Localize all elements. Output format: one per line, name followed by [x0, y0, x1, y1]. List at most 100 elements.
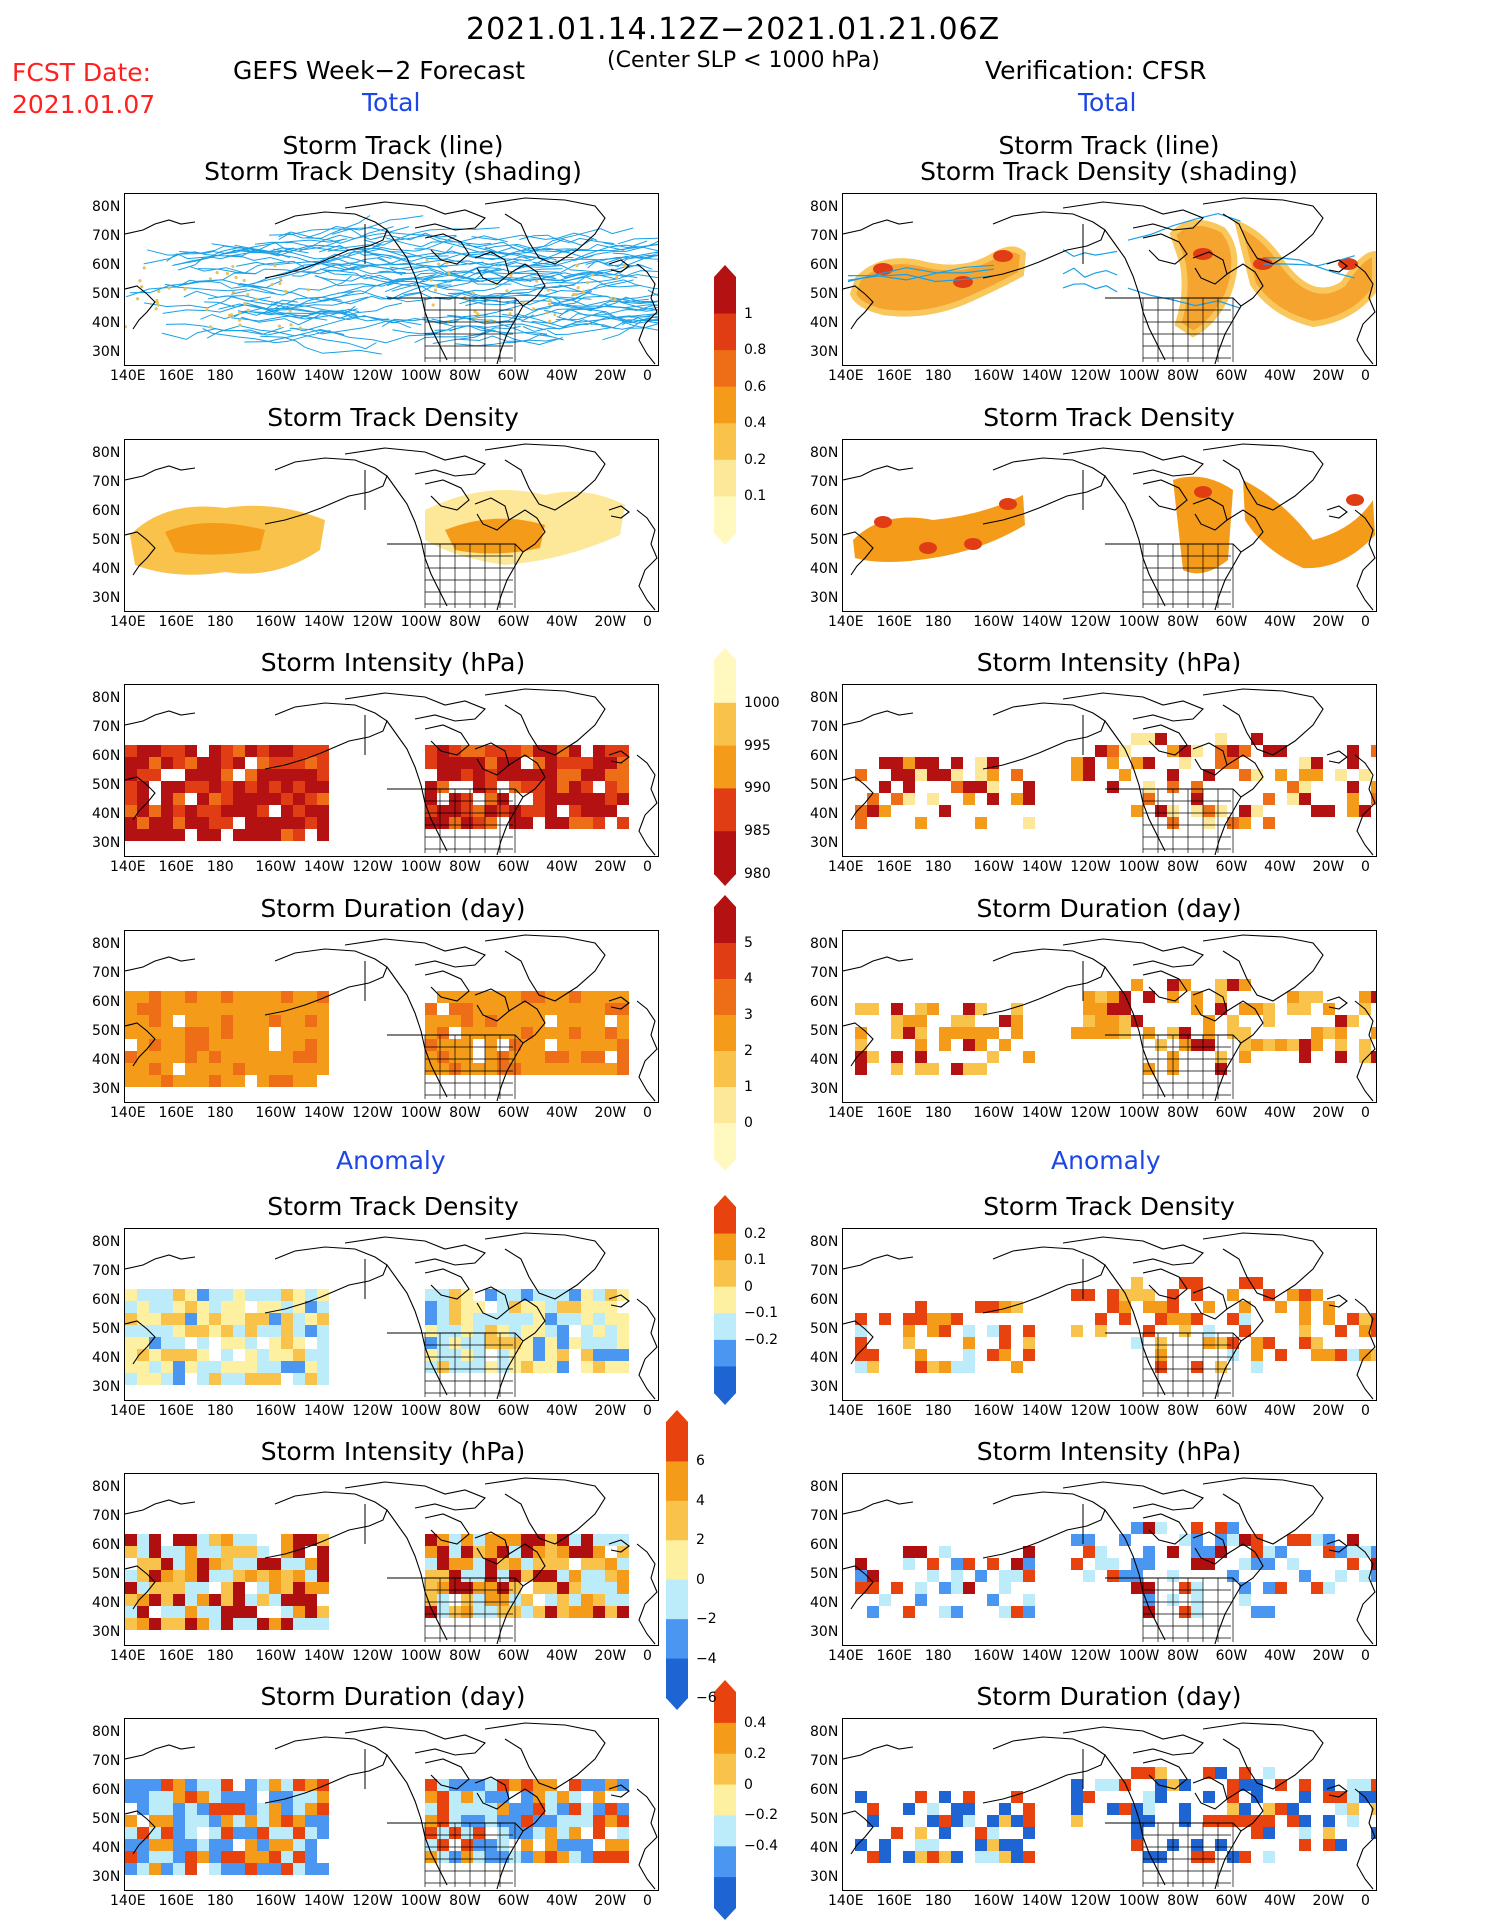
grid-cell — [1107, 1558, 1119, 1570]
grid-cell — [1071, 1779, 1083, 1791]
grid-cell — [137, 745, 149, 757]
grid-cell — [497, 1337, 509, 1349]
grid-cell — [245, 1289, 257, 1301]
grid-cell — [987, 1558, 999, 1570]
grid-cell — [425, 1039, 437, 1051]
lon-tick-label: 100W — [400, 1403, 442, 1419]
grid-cell — [903, 1313, 915, 1325]
panel-title-r2: Storm Track Density — [983, 403, 1235, 432]
grid-cell — [317, 1606, 329, 1618]
grid-cell — [257, 1003, 269, 1015]
grid-cell — [293, 1301, 305, 1313]
grid-cell — [461, 769, 473, 781]
lat-tick-label: 80N — [92, 1479, 121, 1495]
grid-cell — [605, 1301, 617, 1313]
grid-cell — [233, 745, 245, 757]
grid-cell — [1371, 1027, 1376, 1039]
colorbar-tick-label: 995 — [744, 737, 771, 754]
grid-cell — [125, 1839, 137, 1851]
grid-cell — [1083, 991, 1095, 1003]
grid-cell — [939, 1027, 951, 1039]
grid-cell — [915, 769, 927, 781]
grid-cell — [173, 1594, 185, 1606]
grid-cell — [233, 1594, 245, 1606]
grid-cell — [1263, 817, 1275, 829]
grid-cell — [173, 1337, 185, 1349]
grid-cell — [293, 1803, 305, 1815]
lon-tick-label: 40W — [1264, 368, 1296, 384]
grid-cell — [867, 1606, 879, 1618]
grid-cell — [305, 1003, 317, 1015]
colorbar-tick-label: 0.2 — [744, 1745, 767, 1762]
grid-cell — [461, 1582, 473, 1594]
grid-cell — [1167, 1779, 1179, 1791]
grid-cell — [569, 769, 581, 781]
grid-cell — [173, 1827, 185, 1839]
lat-tick-label: 70N — [810, 1753, 839, 1769]
storm-track-line — [179, 247, 294, 255]
grid-cell — [137, 1570, 149, 1582]
grid-cell — [281, 1289, 293, 1301]
grid-cell — [1191, 1851, 1203, 1863]
density-dot — [493, 319, 497, 324]
grid-cell — [257, 1075, 269, 1087]
grid-cell — [1335, 1051, 1347, 1063]
grid-cell — [221, 1313, 233, 1325]
grid-cell — [1023, 1570, 1035, 1582]
grid-cell — [245, 793, 257, 805]
grid-cell — [939, 1039, 951, 1051]
lon-tick-label: 160W — [973, 1105, 1014, 1121]
grid-cell — [197, 1313, 209, 1325]
grid-cell — [221, 1373, 233, 1385]
grid-cell — [1323, 1839, 1335, 1851]
storm-track-line — [1062, 283, 1118, 293]
grid-cell — [269, 793, 281, 805]
grid-cell — [1251, 1827, 1263, 1839]
lon-tick-label: 160W — [255, 1648, 296, 1664]
storm-track-line — [621, 321, 658, 331]
grid-cell — [233, 1827, 245, 1839]
grid-cell — [185, 1570, 197, 1582]
grid-cell — [939, 1606, 951, 1618]
grid-cell — [545, 1313, 557, 1325]
grid-cell — [197, 1361, 209, 1373]
grid-cell — [461, 1803, 473, 1815]
grid-cell — [1155, 1767, 1167, 1779]
grid-cell — [257, 1325, 269, 1337]
grid-cell — [137, 1325, 149, 1337]
density-dot — [434, 284, 438, 288]
grid-cell — [557, 757, 569, 769]
grid-cell — [1239, 1803, 1251, 1815]
storm-track-line — [414, 248, 532, 262]
grid-cell — [581, 781, 593, 793]
grid-cell — [485, 817, 497, 829]
grid-cell — [317, 991, 329, 1003]
grid-cell — [1023, 1325, 1035, 1337]
grid-cell — [281, 1313, 293, 1325]
grid-cell — [221, 1779, 233, 1791]
grid-cell — [1239, 1301, 1251, 1313]
grid-cell — [581, 1325, 593, 1337]
grid-cell — [1263, 1767, 1275, 1779]
grid-cell — [617, 1546, 629, 1558]
grid-cell — [509, 745, 521, 757]
grid-cell — [891, 1051, 903, 1063]
grid-cell — [281, 1546, 293, 1558]
storm-track-line — [288, 251, 418, 273]
grid-cell — [425, 757, 437, 769]
grid-cell — [437, 1051, 449, 1063]
grid-cell — [987, 1349, 999, 1361]
grid-cell — [497, 1051, 509, 1063]
storm-track-line — [501, 308, 631, 319]
grid-cell — [461, 1027, 473, 1039]
grid-cell — [1167, 1570, 1179, 1582]
grid-cell — [855, 1051, 867, 1063]
lat-tick-label: 30N — [92, 1869, 121, 1885]
grid-cell — [617, 1582, 629, 1594]
grid-cell — [161, 1027, 173, 1039]
grid-cell — [1143, 1791, 1155, 1803]
colorbar-tick-label: 0.1 — [744, 1252, 767, 1269]
grid-cell — [497, 1325, 509, 1337]
grid-cell — [557, 1839, 569, 1851]
grid-cell — [1299, 1779, 1311, 1791]
